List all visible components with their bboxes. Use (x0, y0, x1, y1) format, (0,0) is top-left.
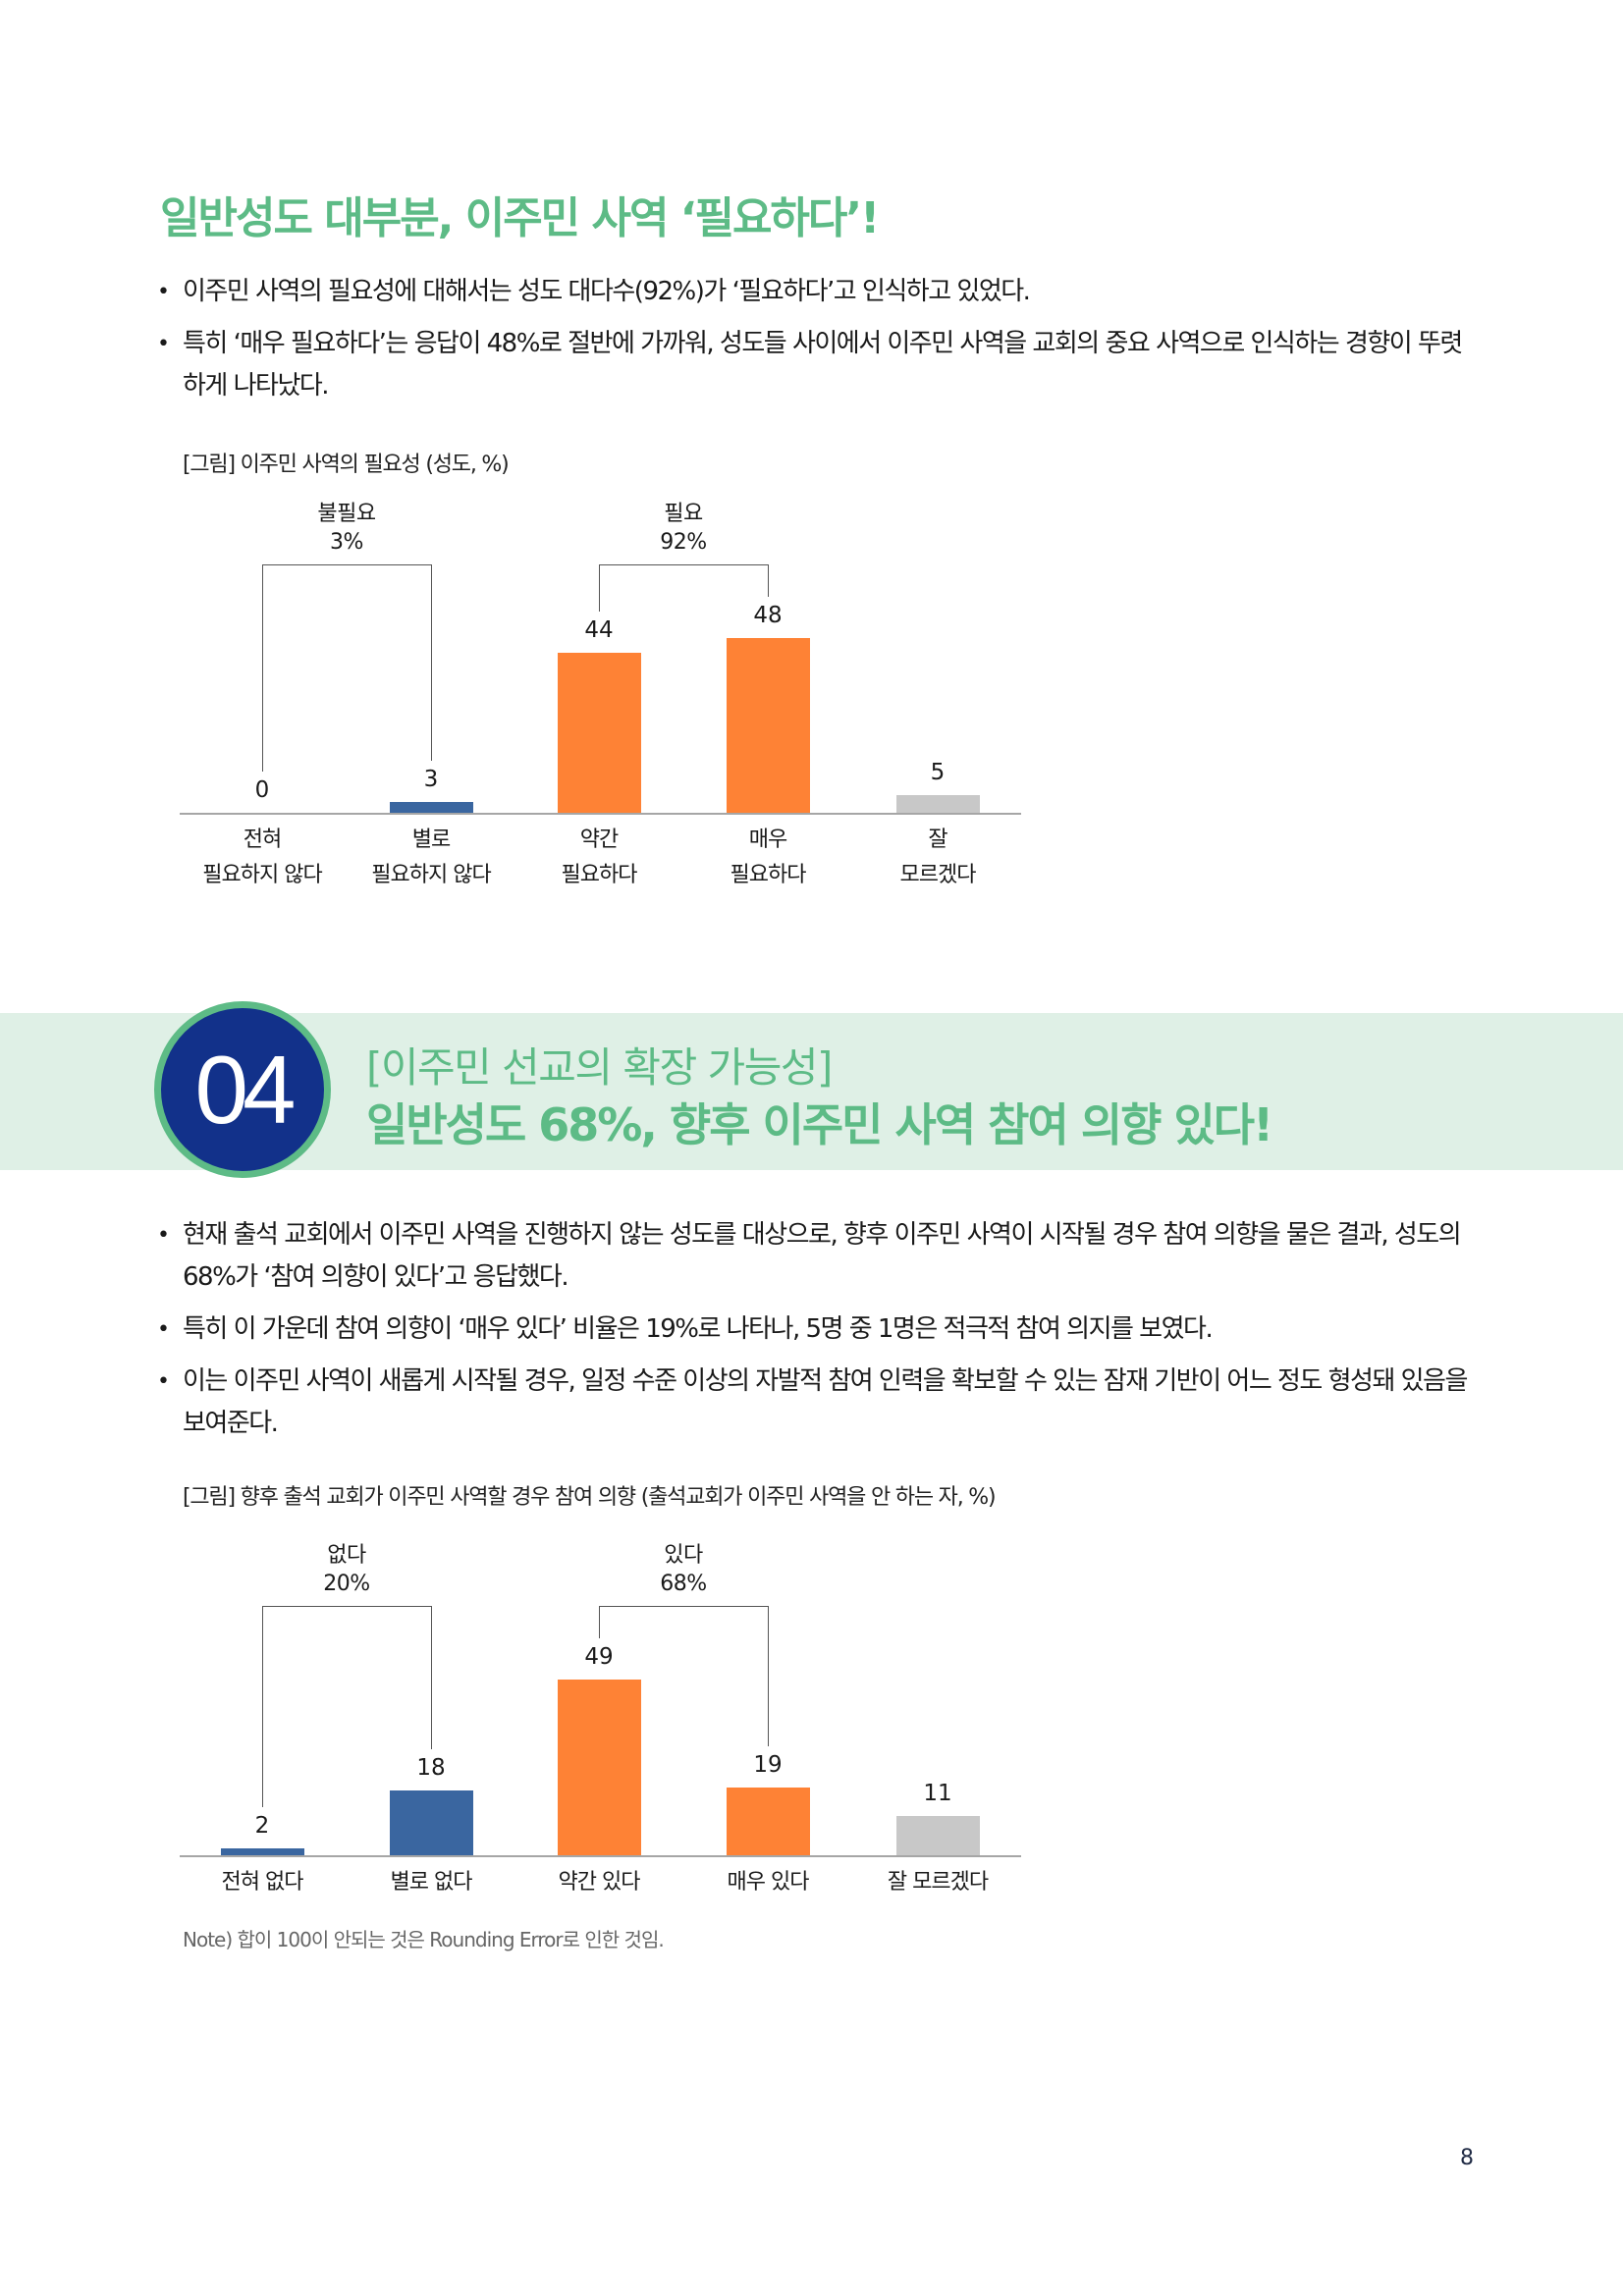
category-label: 전혀 없다 (178, 1865, 347, 1900)
section-title: 일반성도 대부분, 이주민 사역 ‘필요하다’! (160, 193, 880, 243)
data-label: 0 (254, 777, 270, 803)
figure-caption: [그림] 향후 출석 교회가 이주민 사역할 경우 참여 의향 (출석교회가 이… (183, 1485, 997, 1510)
group-bracket-leg (599, 1606, 600, 1639)
category-label: 매우 있다 (683, 1865, 852, 1900)
bar (220, 1847, 304, 1855)
bullet-dot-icon: • (157, 1369, 170, 1394)
bullet-item: • 현재 출석 교회에서 이주민 사역을 진행하지 않는 성도를 대상으로, 향… (157, 1214, 1483, 1299)
group-bracket-leg (262, 1606, 263, 1807)
category-label-line: 별로 (411, 828, 451, 852)
category-label-line: 필요하지 않다 (371, 863, 491, 887)
x-axis-line (180, 813, 1021, 815)
category-label-line: 잘 (928, 828, 947, 852)
data-label: 49 (584, 1644, 614, 1671)
bullet-dot-icon: • (157, 280, 170, 304)
bullet-dot-icon: • (157, 332, 170, 356)
data-label: 3 (423, 766, 439, 792)
group-value: 92% (660, 530, 707, 555)
group-bracket (262, 1606, 431, 1607)
bar (557, 1680, 641, 1855)
figure-caption: [그림] 이주민 사역의 필요성 (성도, %) (183, 453, 510, 477)
bullet-item: • 이주민 사역의 필요성에 대해서는 성도 대다수(92%)가 ‘필요하다’고… (157, 271, 1483, 313)
data-label: 2 (254, 1812, 270, 1839)
bullet-item: • 이는 이주민 사역이 새롭게 시작될 경우, 일정 수준 이상의 자발적 참… (157, 1361, 1483, 1445)
group-bracket-leg (599, 564, 600, 613)
group-label: 있다 (664, 1543, 703, 1568)
bar (895, 794, 980, 813)
data-label: 48 (753, 603, 783, 629)
category-label: 별로 없다 (347, 1865, 515, 1900)
bar (895, 1815, 980, 1855)
bullet-text: 이주민 사역의 필요성에 대해서는 성도 대다수(92%)가 ‘필요하다’고 인… (183, 277, 1031, 306)
bullet-dot-icon: • (157, 1317, 170, 1342)
chart-note: Note) 합이 100이 안되는 것은 Rounding Error로 인한 … (183, 1928, 665, 1951)
bar (389, 1790, 473, 1855)
section-heading: 일반성도 68%, 향후 이주민 사역 참여 의향 있다! (366, 1098, 1273, 1151)
category-label: 잘 모르겠다 (853, 1865, 1022, 1900)
group-value: 20% (323, 1572, 370, 1596)
bullet-text: 특히 이 가운데 참여 의향이 ‘매우 있다’ 비율은 19%로 나타나, 5명… (183, 1314, 1214, 1344)
bullet-item: • 특히 ‘매우 필요하다’는 응답이 48%로 절반에 가까워, 성도들 사이… (157, 323, 1483, 407)
group-bracket-leg (262, 564, 263, 772)
group-value: 68% (660, 1572, 707, 1596)
data-label: 11 (923, 1780, 952, 1806)
category-label-line: 별로 없다 (390, 1870, 473, 1895)
bullet-text: 특히 ‘매우 필요하다’는 응답이 48%로 절반에 가까워, 성도들 사이에서… (183, 329, 1463, 400)
category-label-line: 약간 있다 (558, 1870, 641, 1895)
data-label: 44 (584, 617, 614, 644)
data-label: 19 (753, 1751, 783, 1778)
group-bracket-leg (431, 564, 432, 761)
category-label-line: 매우 있다 (727, 1870, 810, 1895)
bar (557, 653, 641, 813)
group-bracket-leg (431, 1606, 432, 1750)
category-label-line: 필요하다 (730, 863, 807, 887)
x-axis-line (180, 1855, 1021, 1857)
group-label: 필요 (664, 502, 703, 526)
page-number: 8 (1460, 2146, 1474, 2170)
bullet-dot-icon: • (157, 1223, 170, 1248)
group-bracket-leg (768, 1606, 769, 1746)
group-label: 불필요 (317, 502, 376, 526)
category-label-line: 모르겠다 (899, 863, 977, 887)
group-label: 없다 (327, 1543, 366, 1568)
category-label-line: 매우 (748, 828, 787, 852)
section-number-badge: 04 (154, 1001, 331, 1178)
data-label: 18 (416, 1755, 446, 1782)
bullet-item: • 특히 이 가운데 참여 의향이 ‘매우 있다’ 비율은 19%로 나타나, … (157, 1308, 1483, 1351)
group-bracket (599, 564, 768, 565)
category-label-line: 잘 모르겠다 (887, 1870, 989, 1895)
category-label-line: 약간 (579, 828, 619, 852)
group-value: 3% (330, 530, 363, 555)
group-bracket (262, 564, 431, 565)
category-label-line: 전혀 (243, 828, 282, 852)
category-label: 약간 있다 (514, 1865, 683, 1900)
section2-bullet-list: • 현재 출석 교회에서 이주민 사역을 진행하지 않는 성도를 대상으로, 향… (157, 1214, 1483, 1455)
bar (389, 801, 473, 813)
bullet-text: 현재 출석 교회에서 이주민 사역을 진행하지 않는 성도를 대상으로, 향후 … (183, 1220, 1462, 1292)
bar (726, 1787, 810, 1855)
category-label-line: 필요하지 않다 (202, 863, 322, 887)
section1-bullet-list: • 이주민 사역의 필요성에 대해서는 성도 대다수(92%)가 ‘필요하다’고… (157, 271, 1483, 417)
bullet-text: 이는 이주민 사역이 새롭게 시작될 경우, 일정 수준 이상의 자발적 참여 … (183, 1366, 1468, 1438)
group-bracket (599, 1606, 768, 1607)
category-label-line: 필요하다 (561, 863, 638, 887)
bar (726, 638, 810, 813)
group-bracket-leg (768, 564, 769, 598)
data-label: 5 (930, 759, 946, 785)
section-subtitle: [이주민 선교의 확장 가능성] (366, 1043, 833, 1092)
category-label-line: 전혀 없다 (221, 1870, 304, 1895)
